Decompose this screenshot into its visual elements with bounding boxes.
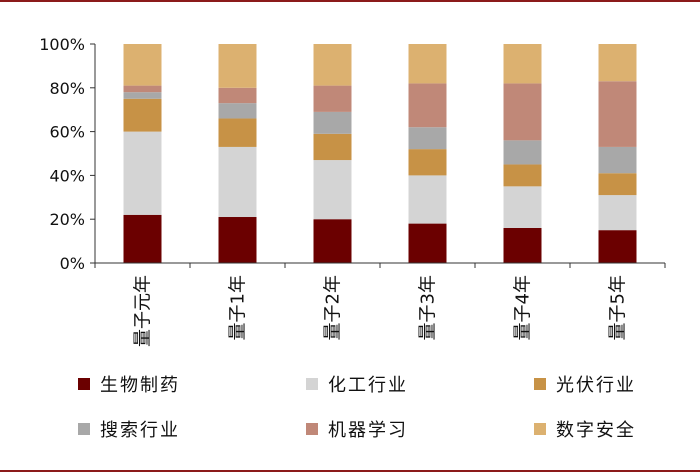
bar-segment — [408, 83, 447, 128]
bar-segment — [503, 140, 542, 165]
y-tick-label: 100% — [39, 35, 85, 54]
legend-swatch-series-5 — [306, 423, 318, 435]
bar-segment — [123, 44, 162, 86]
bar-segment — [313, 160, 352, 220]
bar-segment — [503, 83, 542, 141]
legend-label-series-5: 机器学习 — [328, 420, 408, 441]
bar-segment — [218, 217, 257, 263]
legend-label-series-6: 数字安全 — [556, 420, 636, 441]
bar-segment — [313, 85, 352, 112]
y-tick-label: 60% — [49, 123, 85, 142]
bar-segment — [598, 44, 637, 82]
legend-item-series-1: 生物制药 — [78, 372, 180, 396]
bar-segment — [313, 44, 352, 86]
bar-segment — [408, 127, 447, 150]
bar-segment — [598, 195, 637, 231]
bar-segment — [123, 98, 162, 132]
bottom-rule — [0, 470, 700, 472]
bar-segment — [218, 118, 257, 147]
legend-swatch-series-4 — [78, 423, 90, 435]
bar-segment — [408, 175, 447, 224]
y-tick-label: 80% — [49, 79, 85, 98]
x-tick-label: 量子2年 — [323, 275, 344, 340]
bar-segment — [598, 173, 637, 196]
x-tick-label: 量子元年 — [133, 275, 154, 347]
bar-segment — [598, 230, 637, 263]
bar-segment — [503, 227, 542, 263]
bar-segment — [218, 87, 257, 104]
legend-label-series-2: 化工行业 — [328, 375, 408, 396]
legend-label-series-3: 光伏行业 — [556, 375, 636, 396]
x-tick-label: 量子3年 — [418, 275, 439, 340]
legend-label-series-4: 搜索行业 — [100, 420, 180, 441]
bar-segment — [313, 133, 352, 161]
x-tick-label: 量子1年 — [228, 275, 249, 340]
bar-segment — [123, 214, 162, 263]
legend-swatch-series-6 — [534, 423, 546, 435]
bar-segment — [503, 44, 542, 84]
x-tick-label: 量子4年 — [513, 275, 534, 340]
legend-item-series-6: 数字安全 — [534, 417, 636, 441]
bar-segment — [123, 131, 162, 215]
bar-segment — [408, 149, 447, 176]
bar-segment — [408, 44, 447, 84]
bar-segment — [598, 146, 637, 174]
legend-item-series-3: 光伏行业 — [534, 372, 636, 396]
bar-segment — [218, 146, 257, 218]
bar-segment — [123, 92, 162, 99]
legend-item-series-5: 机器学习 — [306, 417, 408, 441]
bar-segment — [313, 219, 352, 263]
top-rule — [0, 0, 700, 2]
bar-segment — [313, 111, 352, 134]
legend-swatch-series-2 — [306, 378, 318, 390]
bar-segment — [218, 103, 257, 119]
bar-segment — [218, 44, 257, 88]
y-tick-label: 0% — [60, 254, 85, 273]
y-tick-label: 20% — [49, 210, 85, 229]
legend-swatch-series-1 — [78, 378, 90, 390]
legend-swatch-series-3 — [534, 378, 546, 390]
bar-segment — [123, 85, 162, 93]
legend-label-series-1: 生物制药 — [100, 375, 180, 396]
x-tick-label: 量子5年 — [608, 275, 629, 340]
bar-segment — [598, 81, 637, 147]
legend-item-series-4: 搜索行业 — [78, 417, 180, 441]
legend-item-series-2: 化工行业 — [306, 372, 408, 396]
bar-segment — [503, 186, 542, 228]
bar-segment — [408, 223, 447, 263]
bar-segment — [503, 164, 542, 187]
y-tick-label: 40% — [49, 166, 85, 185]
